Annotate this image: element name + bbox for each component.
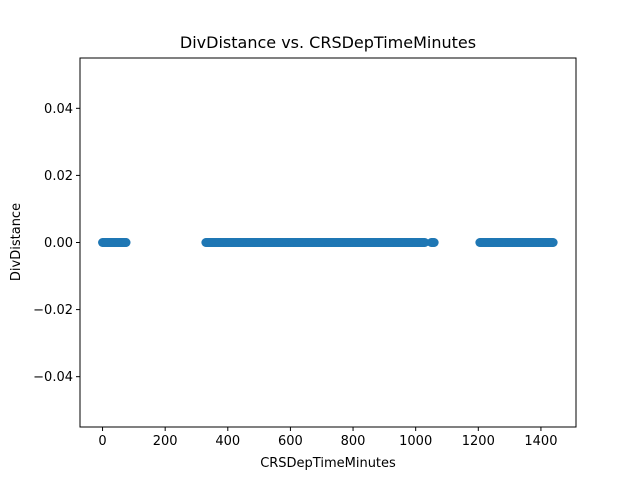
- x-tick-label: 800: [341, 434, 366, 449]
- y-tick-label: −0.04: [33, 370, 73, 385]
- x-axis-ticks: 0 200 400 600 800 1000 1200 1400: [98, 427, 557, 449]
- x-tick-label: 0: [98, 434, 106, 449]
- scatter-point: [429, 238, 439, 247]
- x-tick-label: 1400: [524, 434, 557, 449]
- scatter-points: [98, 238, 558, 247]
- y-tick-label: −0.02: [33, 303, 73, 318]
- y-tick-label: 0.04: [44, 102, 73, 117]
- x-axis-label: CRSDepTimeMinutes: [260, 456, 396, 471]
- y-axis-ticks: −0.04 −0.02 0.00 0.02 0.04: [33, 102, 80, 385]
- x-tick-label: 400: [215, 434, 240, 449]
- x-tick-label: 600: [278, 434, 303, 449]
- scatter-point: [548, 238, 558, 247]
- y-axis-label: DivDistance: [9, 203, 24, 281]
- y-tick-label: 0.02: [44, 169, 73, 184]
- x-tick-label: 200: [153, 434, 178, 449]
- chart-title: DivDistance vs. CRSDepTimeMinutes: [180, 33, 476, 52]
- scatter-point: [420, 238, 430, 247]
- x-tick-label: 1000: [399, 434, 432, 449]
- scatter-point: [121, 238, 131, 247]
- y-tick-label: 0.00: [44, 236, 73, 251]
- x-tick-label: 1200: [462, 434, 495, 449]
